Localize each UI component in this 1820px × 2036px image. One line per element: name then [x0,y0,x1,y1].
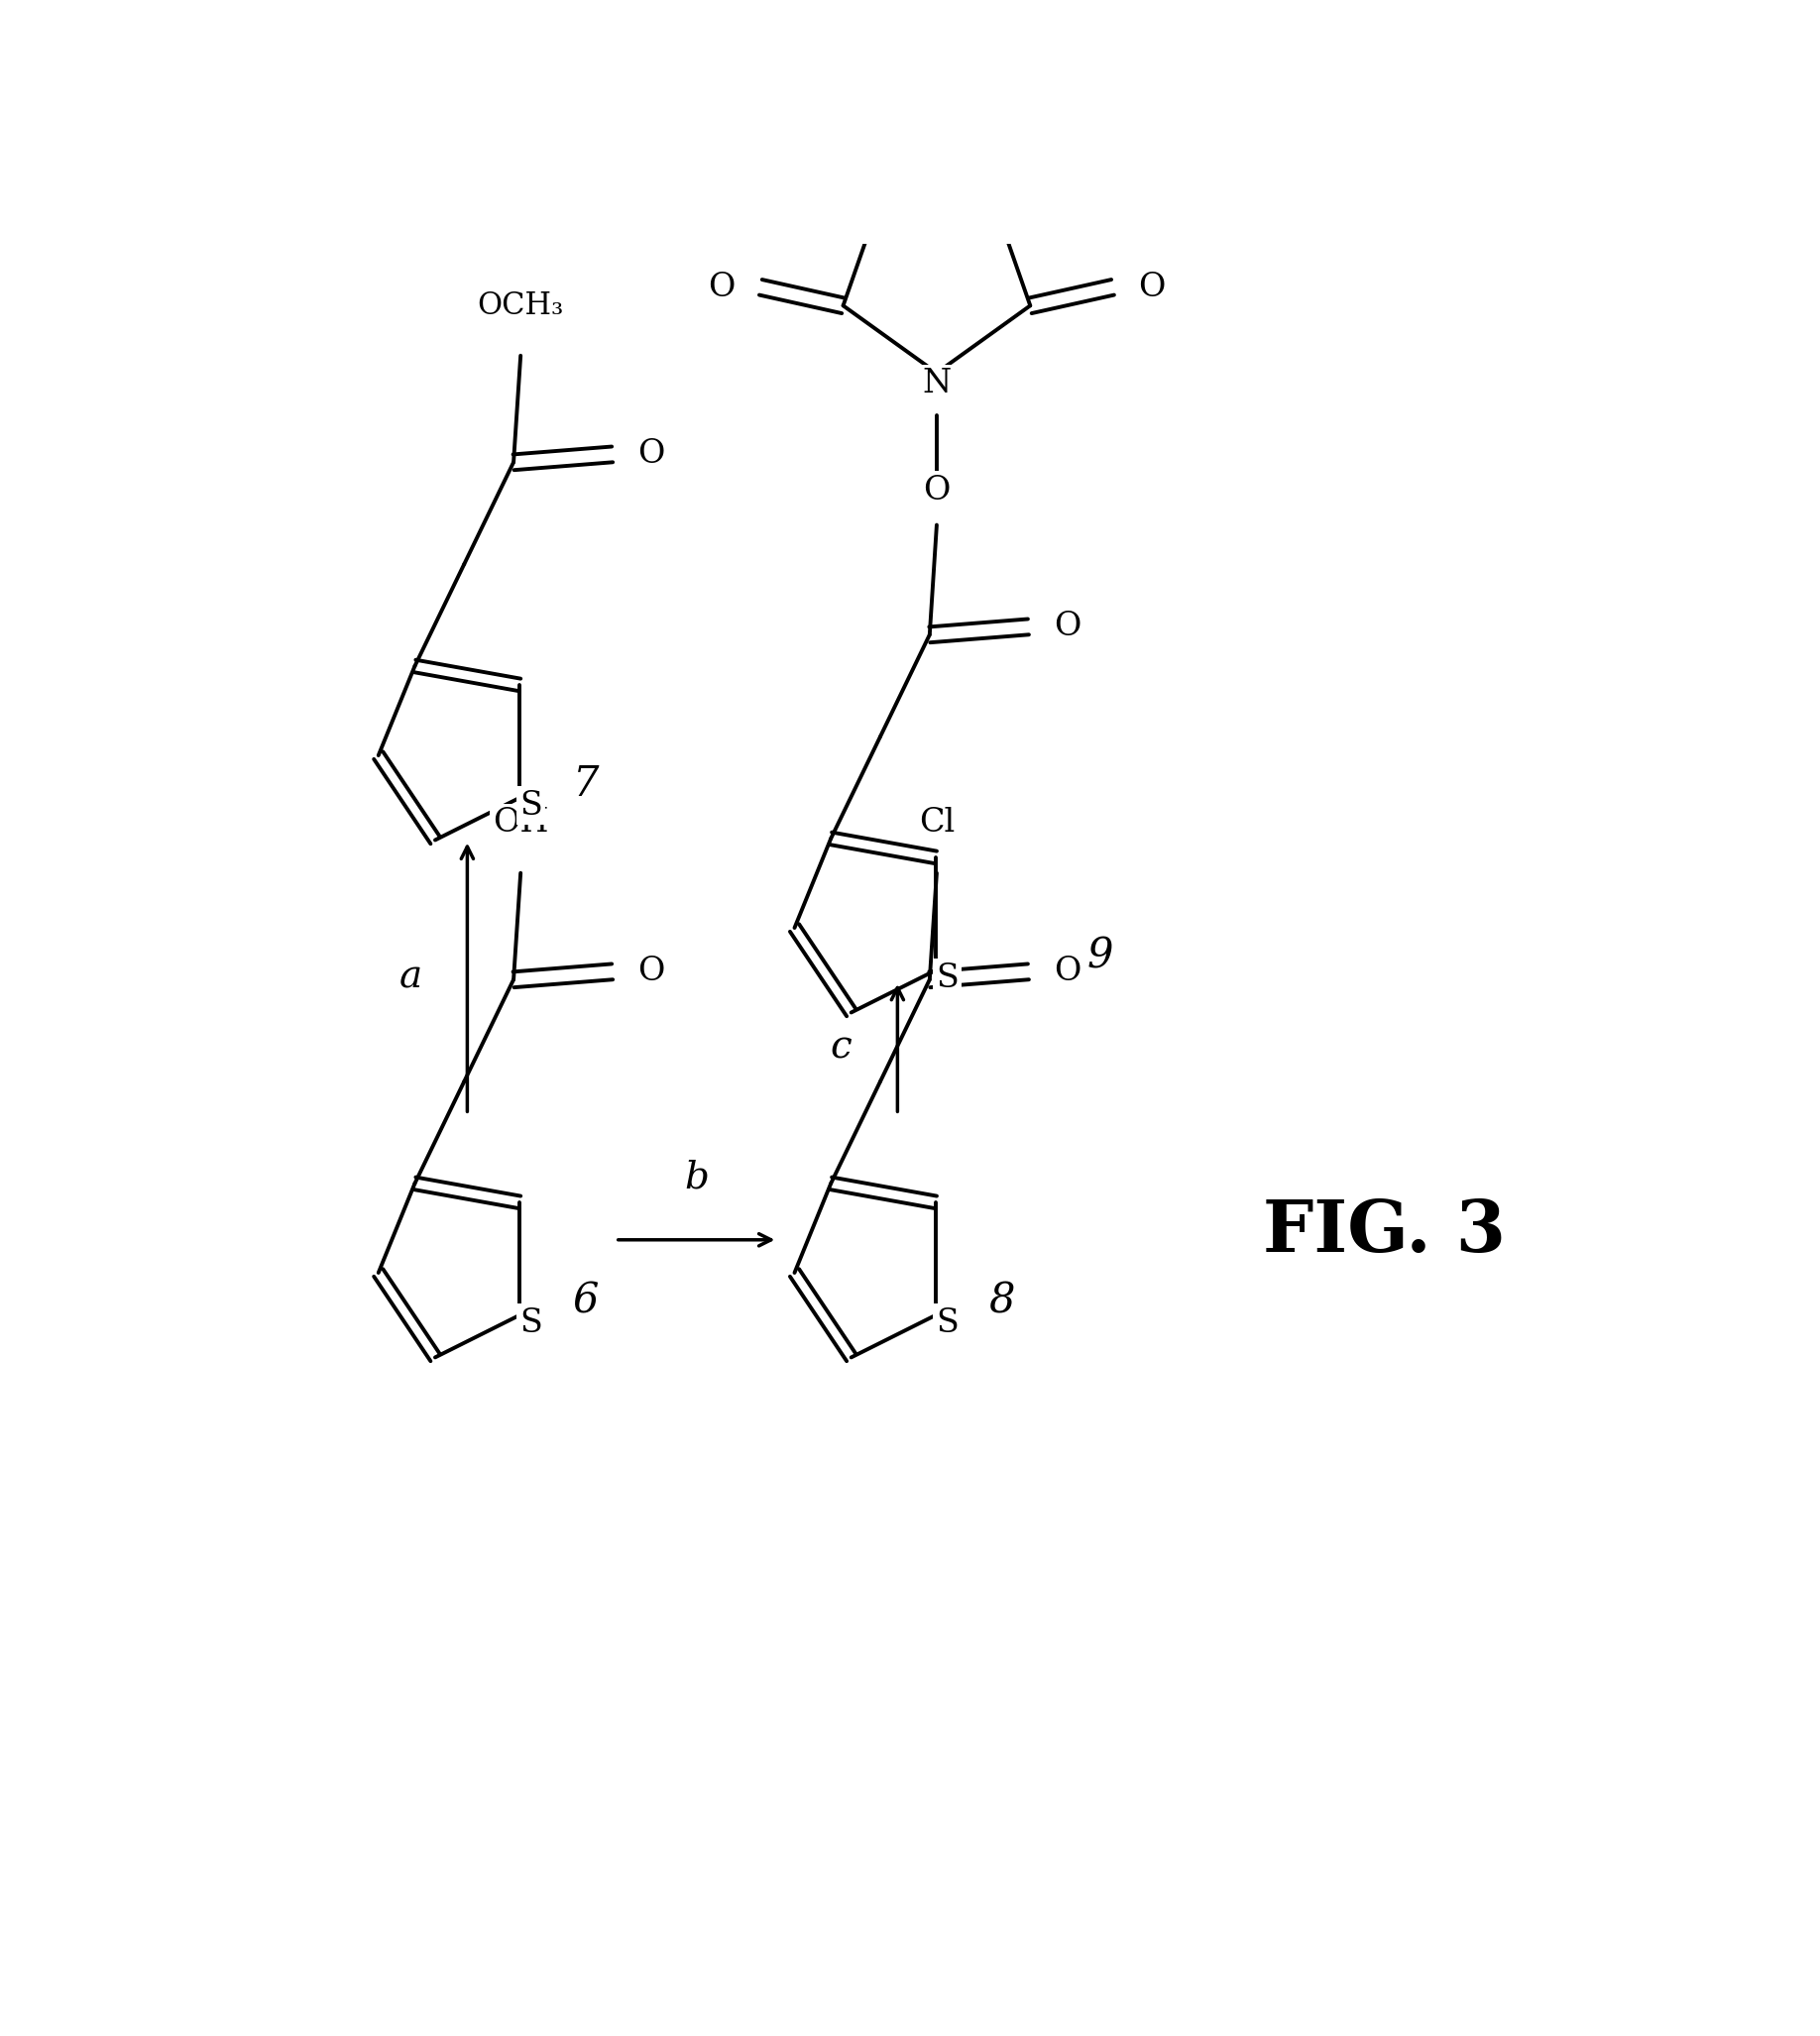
Text: 7: 7 [573,764,599,804]
Text: 9: 9 [1088,935,1114,977]
Text: S: S [935,1307,959,1340]
Text: N: N [923,369,952,399]
Text: c: c [830,1030,852,1067]
Text: O: O [708,271,735,303]
Text: S: S [935,963,959,994]
Text: a: a [399,959,422,996]
Text: 6: 6 [573,1281,599,1321]
Text: O: O [923,474,950,507]
Text: b: b [684,1158,708,1195]
Text: OCH₃: OCH₃ [477,291,564,322]
Text: OH: OH [493,806,548,839]
Text: O: O [1054,955,1081,987]
Text: O: O [1138,271,1165,303]
Text: O: O [637,438,664,470]
Text: S: S [521,790,542,821]
Text: S: S [521,1307,542,1340]
Text: O: O [637,955,664,987]
Text: O: O [1054,611,1081,643]
Text: 8: 8 [988,1281,1016,1321]
Text: FIG. 3: FIG. 3 [1263,1197,1505,1266]
Text: Cl: Cl [919,806,956,839]
